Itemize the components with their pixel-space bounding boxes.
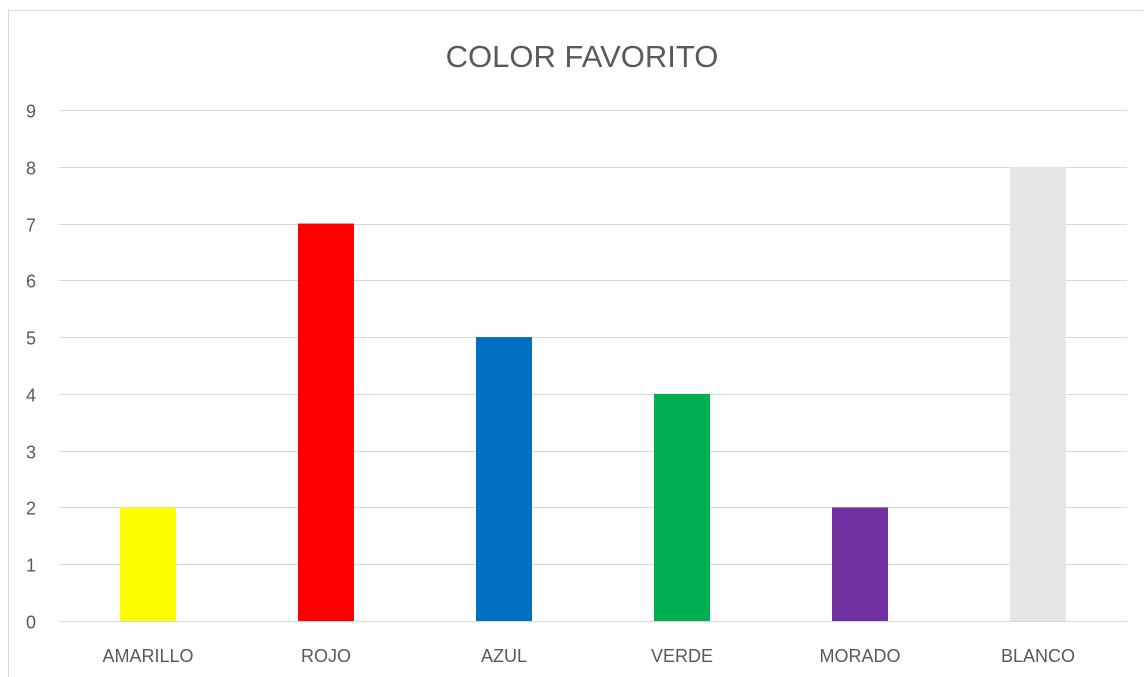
bar-morado: [832, 507, 888, 621]
y-tick-label: 2: [26, 499, 36, 519]
bar-verde: [654, 393, 710, 621]
y-tick-label: 6: [26, 272, 36, 292]
x-axis-labels: AMARILLO ROJO AZUL VERDE MORADO BLANCO: [102, 646, 1075, 666]
gridlines: [59, 110, 1127, 622]
x-tick-label: AZUL: [481, 646, 527, 666]
bar-rojo: [298, 223, 354, 622]
y-tick-label: 5: [26, 329, 36, 349]
bars: [120, 166, 1066, 622]
chart-border: [8, 10, 1144, 677]
x-tick-label: AMARILLO: [102, 646, 193, 666]
y-tick-label: 9: [26, 102, 36, 122]
bar-blanco: [1010, 166, 1066, 621]
x-tick-label: ROJO: [301, 646, 351, 666]
y-tick-label: 3: [26, 443, 36, 463]
y-tick-label: 0: [26, 613, 36, 633]
y-axis-ticks: 0 1 2 3 4 5 6 7 8 9: [26, 102, 36, 633]
x-tick-label: BLANCO: [1001, 646, 1075, 666]
x-tick-label: VERDE: [651, 646, 713, 666]
y-tick-label: 7: [26, 216, 36, 236]
bar-azul: [476, 337, 532, 621]
y-tick-label: 8: [26, 159, 36, 179]
chart-title: COLOR FAVORITO: [446, 39, 719, 74]
x-tick-label: MORADO: [820, 646, 901, 666]
y-tick-label: 1: [26, 556, 36, 576]
bar-amarillo: [120, 507, 176, 621]
y-tick-label: 4: [26, 386, 36, 406]
